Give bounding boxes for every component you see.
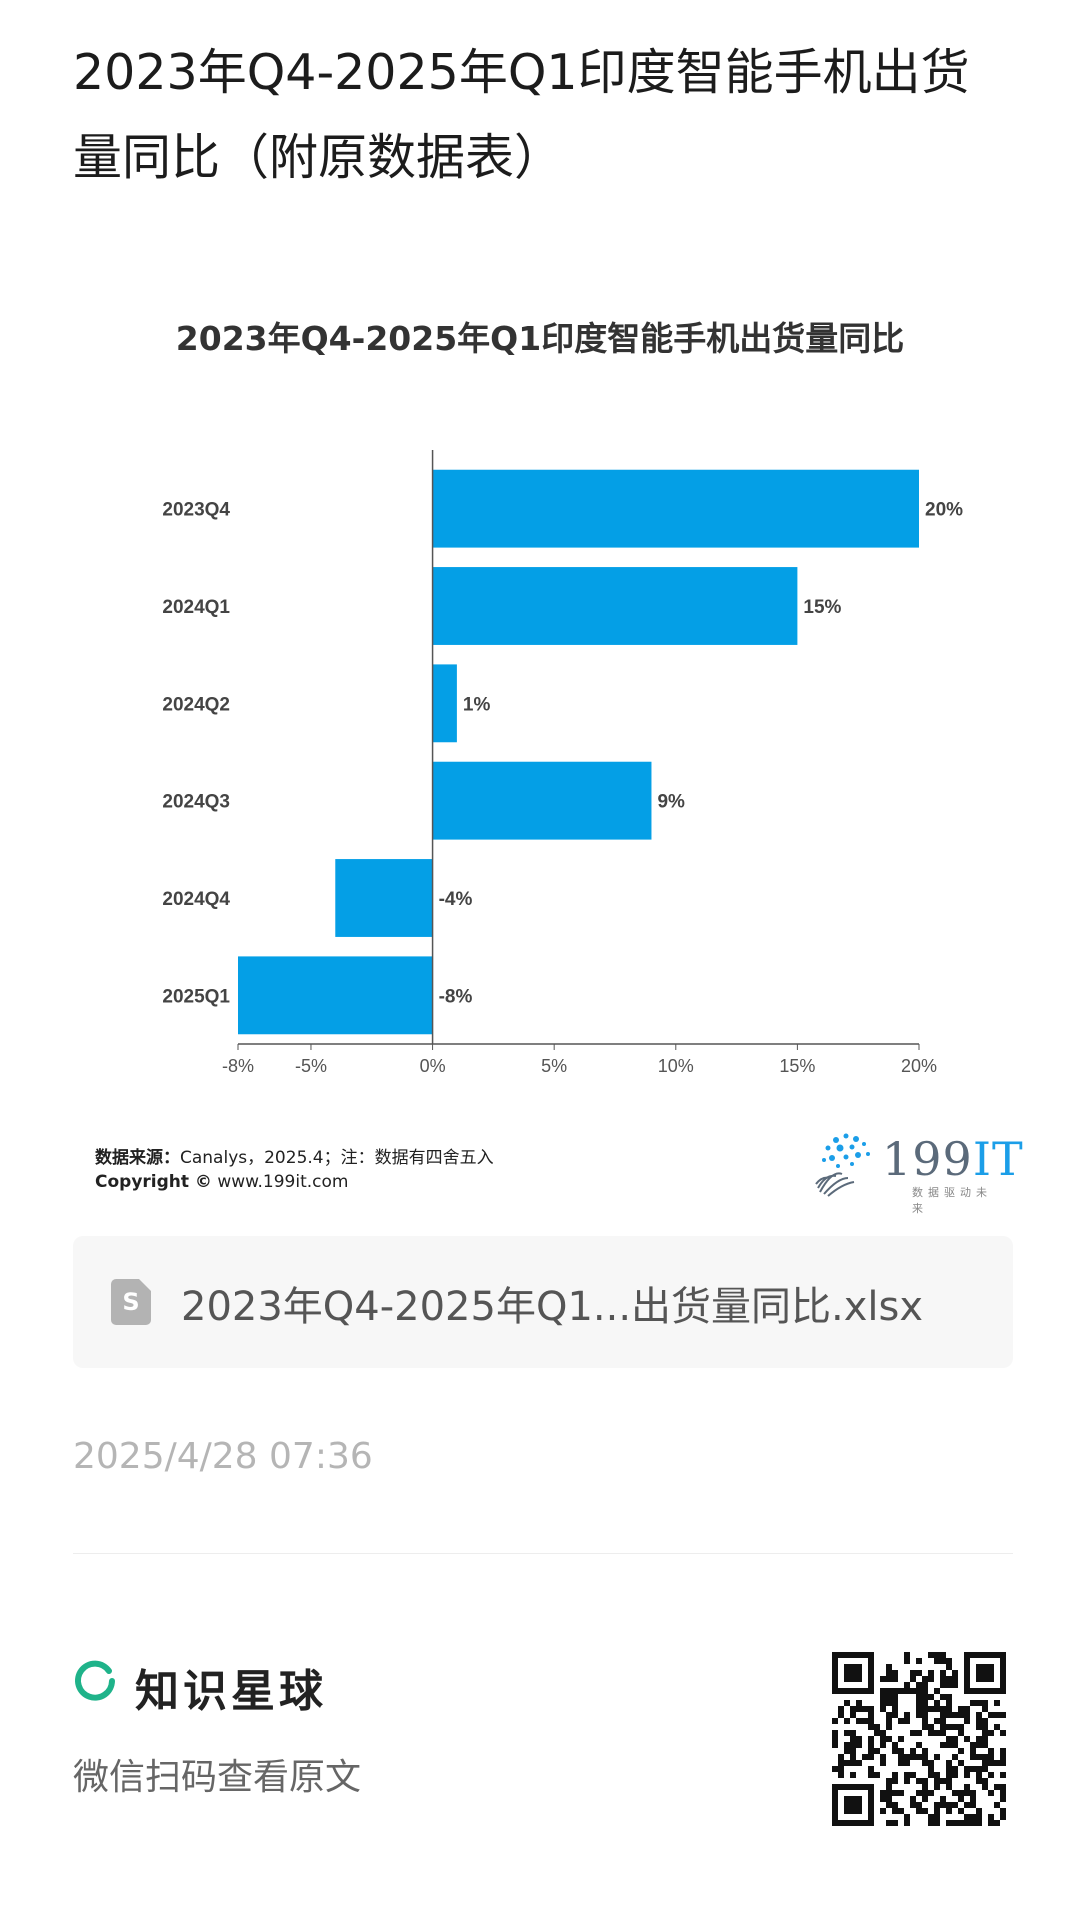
data-label-2024Q3: 9% [657, 792, 685, 813]
qr-modules [832, 1652, 1006, 1826]
bar-2024Q3 [432, 761, 652, 840]
copyright-text: www.199it.com [217, 1172, 349, 1192]
bar-2023Q4 [432, 469, 919, 548]
x-tick-label: 15% [779, 1056, 815, 1076]
chart-title: 2023年Q4-2025年Q1印度智能手机出货量同比 [175, 319, 905, 358]
copyright-label: Copyright © [95, 1172, 212, 1192]
scan-hint: 微信扫码查看原文 [73, 1757, 362, 1798]
brand-name: 知识星球 [135, 1666, 327, 1717]
category-label-2023Q4: 2023Q4 [162, 500, 230, 521]
category-label-2024Q3: 2024Q3 [162, 792, 230, 813]
spreadsheet-file-icon: S [111, 1279, 151, 1325]
bar-2024Q4 [335, 859, 433, 937]
data-label-2023Q4: 20% [925, 500, 963, 521]
bar-2024Q1 [432, 567, 798, 645]
category-label-2024Q1: 2024Q1 [162, 597, 230, 618]
file-icon-letter: S [122, 1288, 140, 1316]
x-tick-label: 10% [658, 1056, 694, 1076]
logo-tagline: 数据驱动未来 [912, 1186, 992, 1215]
publish-timestamp: 2025/4/28 07:36 [73, 1436, 373, 1477]
qr-code[interactable] [832, 1652, 1006, 1826]
chart-container: 2023Q4 20% 2024Q1 15% 2024Q2 1% 2024Q3 9% 2024Q4… [0, 290, 1080, 1215]
logo-text-main: 199 [882, 1132, 973, 1186]
data-label-2024Q4: -4% [439, 889, 473, 910]
divider [73, 1553, 1013, 1554]
data-label-2024Q2: 1% [463, 694, 491, 715]
x-tick-label: 5% [541, 1056, 567, 1076]
logo-text-accent: IT [972, 1132, 1024, 1186]
x-tick-label: 20% [901, 1056, 937, 1076]
x-tick-label: -8% [222, 1056, 254, 1076]
zsxq-logo-icon [75, 1660, 115, 1701]
x-tick-label: 0% [420, 1056, 446, 1076]
source-note: 数据来源：Canalys，2025.4；注：数据有四舍五入 [95, 1143, 494, 1168]
bar-2024Q2 [432, 664, 457, 743]
copyright-note: Copyright © www.199it.com [95, 1172, 348, 1192]
x-tick-label: -5% [295, 1056, 327, 1076]
category-label-2025Q1: 2025Q1 [162, 986, 230, 1007]
category-label-2024Q4: 2024Q4 [162, 889, 230, 910]
dandelion-logo-icon [815, 1133, 870, 1197]
source-label: 数据来源： [95, 1148, 180, 1168]
attachment-card[interactable]: S 2023年Q4-2025年Q1...出货量同比.xlsx [73, 1236, 1013, 1368]
data-label-2024Q1: 15% [803, 597, 841, 618]
source-text: Canalys，2025.4；注：数据有四舍五入 [180, 1148, 494, 1168]
page-title: 2023年Q4-2025年Q1印度智能手机出货量同比（附原数据表） [73, 44, 970, 186]
category-label-2024Q2: 2024Q2 [162, 694, 230, 715]
attachment-file-name[interactable]: 2023年Q4-2025年Q1...出货量同比.xlsx [181, 1284, 924, 1330]
199it-logo: 199IT 数据驱动未来 [812, 1130, 1023, 1215]
bar-chart: 2023Q4 20% 2024Q1 15% 2024Q2 1% 2024Q3 9% 2024Q4… [162, 450, 963, 1076]
data-label-2025Q1: -8% [439, 986, 473, 1007]
bar-2025Q1 [238, 956, 433, 1035]
